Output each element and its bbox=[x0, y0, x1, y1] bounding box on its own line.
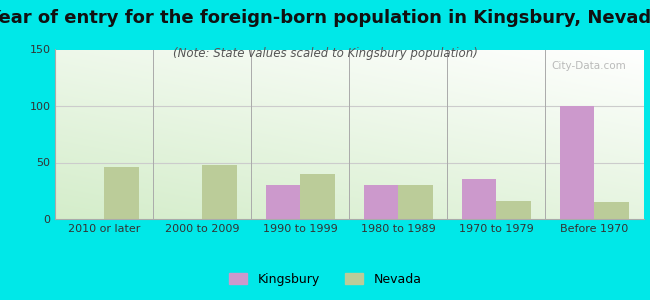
Text: City-Data.com: City-Data.com bbox=[551, 61, 626, 71]
Bar bbox=[497, 201, 531, 219]
Bar bbox=[398, 185, 433, 219]
Text: Year of entry for the foreign-born population in Kingsbury, Nevada: Year of entry for the foreign-born popul… bbox=[0, 9, 650, 27]
Bar bbox=[595, 202, 629, 219]
Bar bbox=[462, 179, 497, 219]
Legend: Kingsbury, Nevada: Kingsbury, Nevada bbox=[224, 268, 426, 291]
Bar bbox=[266, 185, 300, 219]
Bar bbox=[364, 185, 398, 219]
Text: (Note: State values scaled to Kingsbury population): (Note: State values scaled to Kingsbury … bbox=[172, 46, 478, 59]
Bar bbox=[104, 167, 138, 219]
Bar bbox=[202, 165, 237, 219]
Bar bbox=[300, 174, 335, 219]
Bar bbox=[560, 106, 595, 219]
